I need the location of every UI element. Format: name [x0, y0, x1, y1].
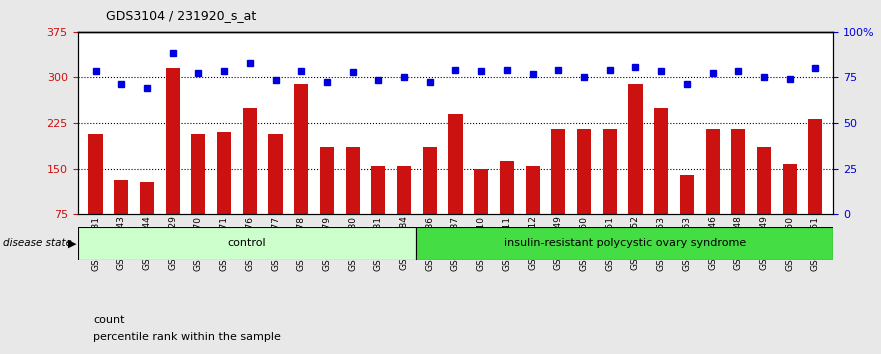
Text: count: count [93, 315, 125, 325]
Bar [474, 169, 488, 214]
Bar [217, 132, 231, 214]
Bar [166, 68, 180, 214]
Bar [294, 84, 308, 214]
Bar [88, 134, 102, 214]
Bar [809, 119, 823, 214]
Text: disease state: disease state [3, 238, 71, 249]
Bar [782, 164, 796, 214]
Bar [320, 147, 334, 214]
Bar [269, 134, 283, 214]
Text: ▶: ▶ [68, 238, 77, 249]
Text: control: control [227, 238, 266, 249]
Bar [371, 166, 385, 214]
Bar [731, 129, 745, 214]
Bar [500, 161, 514, 214]
Bar [448, 114, 463, 214]
Text: GDS3104 / 231920_s_at: GDS3104 / 231920_s_at [106, 9, 256, 22]
Bar [115, 179, 129, 214]
Text: percentile rank within the sample: percentile rank within the sample [93, 332, 281, 342]
Bar [603, 129, 617, 214]
Bar [243, 108, 257, 214]
Bar [757, 147, 771, 214]
Bar [397, 166, 411, 214]
Bar [552, 129, 566, 214]
Text: insulin-resistant polycystic ovary syndrome: insulin-resistant polycystic ovary syndr… [504, 238, 746, 249]
Bar [417, 227, 833, 260]
Bar [140, 182, 154, 214]
Bar [680, 175, 694, 214]
Bar [423, 147, 437, 214]
Bar [654, 108, 668, 214]
Bar [191, 134, 205, 214]
Bar [78, 227, 417, 260]
Bar [628, 84, 642, 214]
Bar [577, 129, 591, 214]
Bar [526, 166, 540, 214]
Bar [345, 147, 359, 214]
Bar [706, 129, 720, 214]
